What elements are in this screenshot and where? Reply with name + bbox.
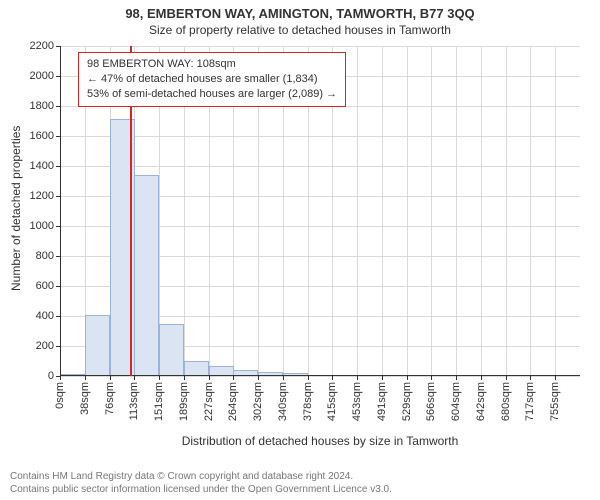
chart-container: 98, EMBERTON WAY, AMINGTON, TAMWORTH, B7…: [0, 0, 600, 500]
x-tick-label: 76sqm: [104, 382, 116, 415]
x-tick-mark: [506, 376, 507, 380]
footer-line-1: Contains HM Land Registry data © Crown c…: [10, 470, 392, 483]
x-tick-label: 680sqm: [500, 382, 512, 421]
x-tick-label: 113sqm: [128, 382, 140, 420]
x-tick-label: 642sqm: [475, 382, 487, 421]
x-tick-mark: [431, 376, 432, 380]
histogram-bar: [134, 175, 159, 376]
x-tick-label: 227sqm: [203, 382, 215, 421]
x-tick-mark: [407, 376, 408, 380]
gridline-vertical: [456, 46, 457, 376]
annotation-line-1: 98 EMBERTON WAY: 108sqm: [87, 57, 337, 72]
x-tick-mark: [209, 376, 210, 380]
x-tick-label: 755sqm: [549, 382, 561, 421]
footer-line-2: Contains public sector information licen…: [10, 483, 392, 496]
x-tick-mark: [481, 376, 482, 380]
y-axis-label: Number of detached properties: [9, 126, 23, 291]
gridline-vertical: [530, 46, 531, 376]
x-tick-mark: [308, 376, 309, 380]
x-axis-line: [60, 375, 580, 376]
y-axis-line: [60, 46, 61, 376]
y-tick-label: 1200: [30, 190, 54, 202]
x-tick-mark: [184, 376, 185, 380]
x-tick-label: 604sqm: [450, 382, 462, 421]
y-tick-label: 2000: [30, 70, 54, 82]
x-tick-mark: [258, 376, 259, 380]
histogram-bar: [159, 324, 184, 376]
y-tick-label: 2200: [30, 40, 54, 52]
y-tick-label: 400: [36, 310, 54, 322]
annotation-box: 98 EMBERTON WAY: 108sqm← 47% of detached…: [78, 52, 346, 107]
x-tick-mark: [530, 376, 531, 380]
x-tick-label: 566sqm: [425, 382, 437, 421]
x-tick-label: 340sqm: [277, 382, 289, 421]
y-tick-label: 1400: [30, 160, 54, 172]
footer-attribution: Contains HM Land Registry data © Crown c…: [10, 470, 392, 496]
histogram-bar: [184, 361, 209, 376]
y-tick-label: 1800: [30, 100, 54, 112]
x-tick-label: 491sqm: [376, 382, 388, 421]
gridline-horizontal: [60, 136, 580, 137]
chart-title-main: 98, EMBERTON WAY, AMINGTON, TAMWORTH, B7…: [0, 0, 600, 21]
x-tick-label: 0sqm: [54, 382, 66, 409]
x-tick-label: 302sqm: [252, 382, 264, 421]
x-tick-mark: [357, 376, 358, 380]
x-tick-mark: [60, 376, 61, 380]
chart-title-sub: Size of property relative to detached ho…: [0, 21, 600, 37]
x-tick-mark: [332, 376, 333, 380]
x-tick-label: 453sqm: [351, 382, 363, 421]
x-tick-mark: [555, 376, 556, 380]
histogram-bar: [85, 315, 110, 376]
gridline-horizontal: [60, 166, 580, 167]
y-tick-label: 800: [36, 250, 54, 262]
x-tick-mark: [382, 376, 383, 380]
gridline-horizontal: [60, 46, 580, 47]
gridline-vertical: [506, 46, 507, 376]
y-tick-label: 0: [48, 370, 54, 382]
x-tick-mark: [456, 376, 457, 380]
gridline-vertical: [357, 46, 358, 376]
y-tick-label: 1600: [30, 130, 54, 142]
x-tick-mark: [134, 376, 135, 380]
x-tick-label: 264sqm: [227, 382, 239, 421]
y-tick-label: 600: [36, 280, 54, 292]
x-tick-mark: [159, 376, 160, 380]
gridline-horizontal: [60, 376, 580, 377]
gridline-vertical: [407, 46, 408, 376]
x-tick-label: 151sqm: [153, 382, 165, 421]
x-tick-label: 415sqm: [326, 382, 338, 421]
x-tick-mark: [85, 376, 86, 380]
gridline-vertical: [382, 46, 383, 376]
annotation-line-3: 53% of semi-detached houses are larger (…: [87, 87, 337, 102]
x-tick-label: 38sqm: [79, 382, 91, 415]
x-tick-mark: [283, 376, 284, 380]
gridline-vertical: [431, 46, 432, 376]
plot-area: 0200400600800100012001400160018002000220…: [60, 46, 580, 376]
x-tick-mark: [233, 376, 234, 380]
x-tick-label: 529sqm: [401, 382, 413, 421]
x-axis-label: Distribution of detached houses by size …: [60, 434, 580, 448]
x-tick-label: 717sqm: [524, 382, 536, 421]
y-tick-label: 1000: [30, 220, 54, 232]
x-tick-label: 189sqm: [178, 382, 190, 421]
annotation-line-2: ← 47% of detached houses are smaller (1,…: [87, 72, 337, 87]
x-tick-label: 378sqm: [302, 382, 314, 421]
y-tick-label: 200: [36, 340, 54, 352]
gridline-vertical: [555, 46, 556, 376]
gridline-vertical: [481, 46, 482, 376]
x-tick-mark: [110, 376, 111, 380]
